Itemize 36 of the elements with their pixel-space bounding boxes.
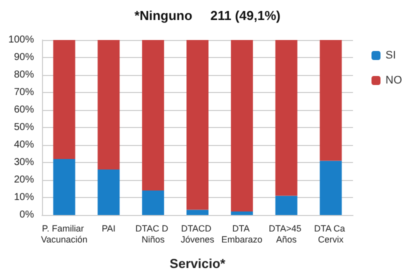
chart-title: *Ninguno 211 (49,1%) (134, 8, 280, 23)
y-tick-label: 40% (14, 140, 34, 150)
y-tick-label: 50% (14, 122, 34, 133)
x-axis-title: Servicio* (170, 256, 226, 271)
x-tick-label: DTA>45 Años (268, 224, 304, 244)
bar (230, 40, 253, 212)
y-tick-label: 10% (14, 192, 34, 203)
x-tick-label: DTACD Jóvenes (180, 224, 215, 244)
y-tick-label: 60% (14, 104, 34, 116)
y-tick-label: 30% (14, 157, 34, 168)
x-tick-label: P. Familiar Vacunación (41, 224, 88, 244)
bar (230, 212, 253, 215)
bar (275, 196, 298, 215)
bar (275, 40, 298, 196)
y-tick-label: 80% (14, 70, 34, 80)
bar (186, 40, 208, 210)
bar (53, 40, 76, 159)
x-tick-label: PAI (102, 224, 116, 234)
legend-label: SI (386, 50, 396, 62)
legend-label: NO (386, 74, 402, 86)
y-tick-label: 100% (8, 34, 34, 46)
bar (320, 40, 342, 161)
x-tick-label: DTA Embarazo (221, 224, 262, 244)
bar (320, 160, 342, 215)
bar (142, 40, 164, 190)
bar (98, 40, 120, 170)
bar (53, 159, 76, 215)
y-tick-label: 70% (14, 87, 34, 98)
y-tick-label: 20% (14, 174, 34, 186)
y-tick-label: 90% (14, 52, 34, 63)
x-tick-label: DTAC D Niños (135, 224, 171, 244)
y-tick-label: 0% (20, 210, 34, 220)
bar (142, 190, 164, 215)
bar (98, 170, 120, 215)
x-tick-label: DTA Ca Cervix (314, 224, 348, 244)
bar (186, 210, 208, 215)
